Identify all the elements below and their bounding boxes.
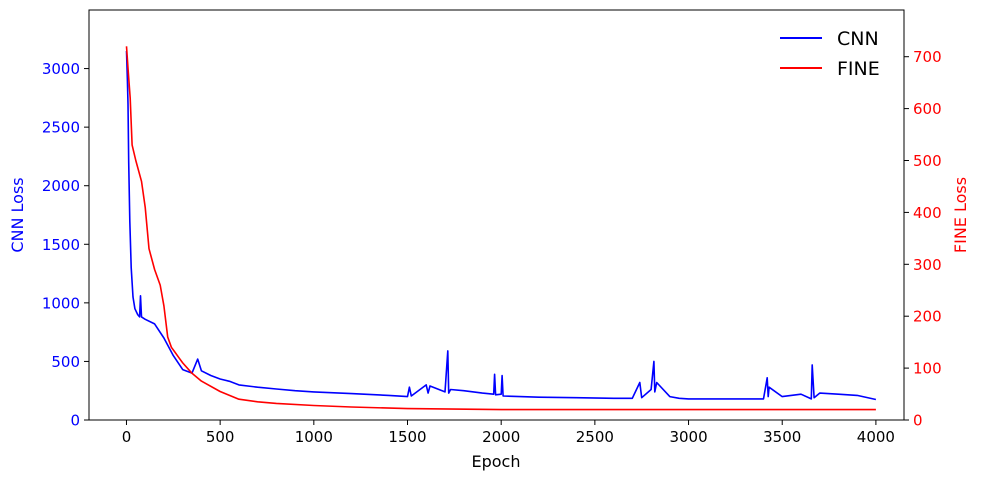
x-tick-label: 3500 xyxy=(763,428,801,446)
y-right-tick-label: 100 xyxy=(913,360,942,378)
y-left-tick-label: 3000 xyxy=(42,60,80,78)
y-left-tick-label: 500 xyxy=(51,353,80,371)
x-tick-label: 2000 xyxy=(482,428,520,446)
x-tick-label: 1500 xyxy=(388,428,426,446)
legend-label-fine: FINE xyxy=(837,58,880,80)
series-line-fine xyxy=(125,46,876,411)
plot-frame xyxy=(88,9,905,421)
series-line-cnn xyxy=(125,50,877,401)
y-right-axis-label: FINE Loss xyxy=(951,177,970,253)
x-axis-ticks: 0 500 1000 1500 2000 2500 3000 3500 4000 xyxy=(122,420,895,446)
x-tick-label: 1000 xyxy=(295,428,333,446)
y-left-tick-label: 2500 xyxy=(42,119,80,137)
x-tick-label: 0 xyxy=(122,428,132,446)
y-left-tick-label: 1000 xyxy=(42,294,80,312)
y-left-axis-ticks: 0 500 1000 1500 2000 2500 3000 xyxy=(42,60,89,430)
x-tick-label: 4000 xyxy=(857,428,895,446)
x-tick-label: 2500 xyxy=(576,428,614,446)
y-right-tick-label: 600 xyxy=(913,100,942,118)
y-right-tick-label: 400 xyxy=(913,204,942,222)
y-left-tick-label: 2000 xyxy=(42,177,80,195)
x-tick-label: 500 xyxy=(206,428,235,446)
legend: CNN FINE xyxy=(780,28,880,80)
plot-lines xyxy=(125,46,877,411)
y-right-tick-label: 500 xyxy=(913,152,942,170)
x-axis-label: Epoch xyxy=(472,452,521,471)
y-right-axis-ticks: 0 100 200 300 400 500 600 700 xyxy=(904,48,942,430)
y-right-tick-label: 0 xyxy=(913,412,923,430)
y-right-tick-label: 200 xyxy=(913,308,942,326)
y-left-axis-label: CNN Loss xyxy=(8,177,27,252)
y-right-tick-label: 300 xyxy=(913,256,942,274)
legend-label-cnn: CNN xyxy=(837,28,879,50)
y-left-tick-label: 0 xyxy=(70,412,80,430)
x-tick-label: 3000 xyxy=(669,428,707,446)
y-right-tick-label: 700 xyxy=(913,48,942,66)
y-left-tick-label: 1500 xyxy=(42,236,80,254)
